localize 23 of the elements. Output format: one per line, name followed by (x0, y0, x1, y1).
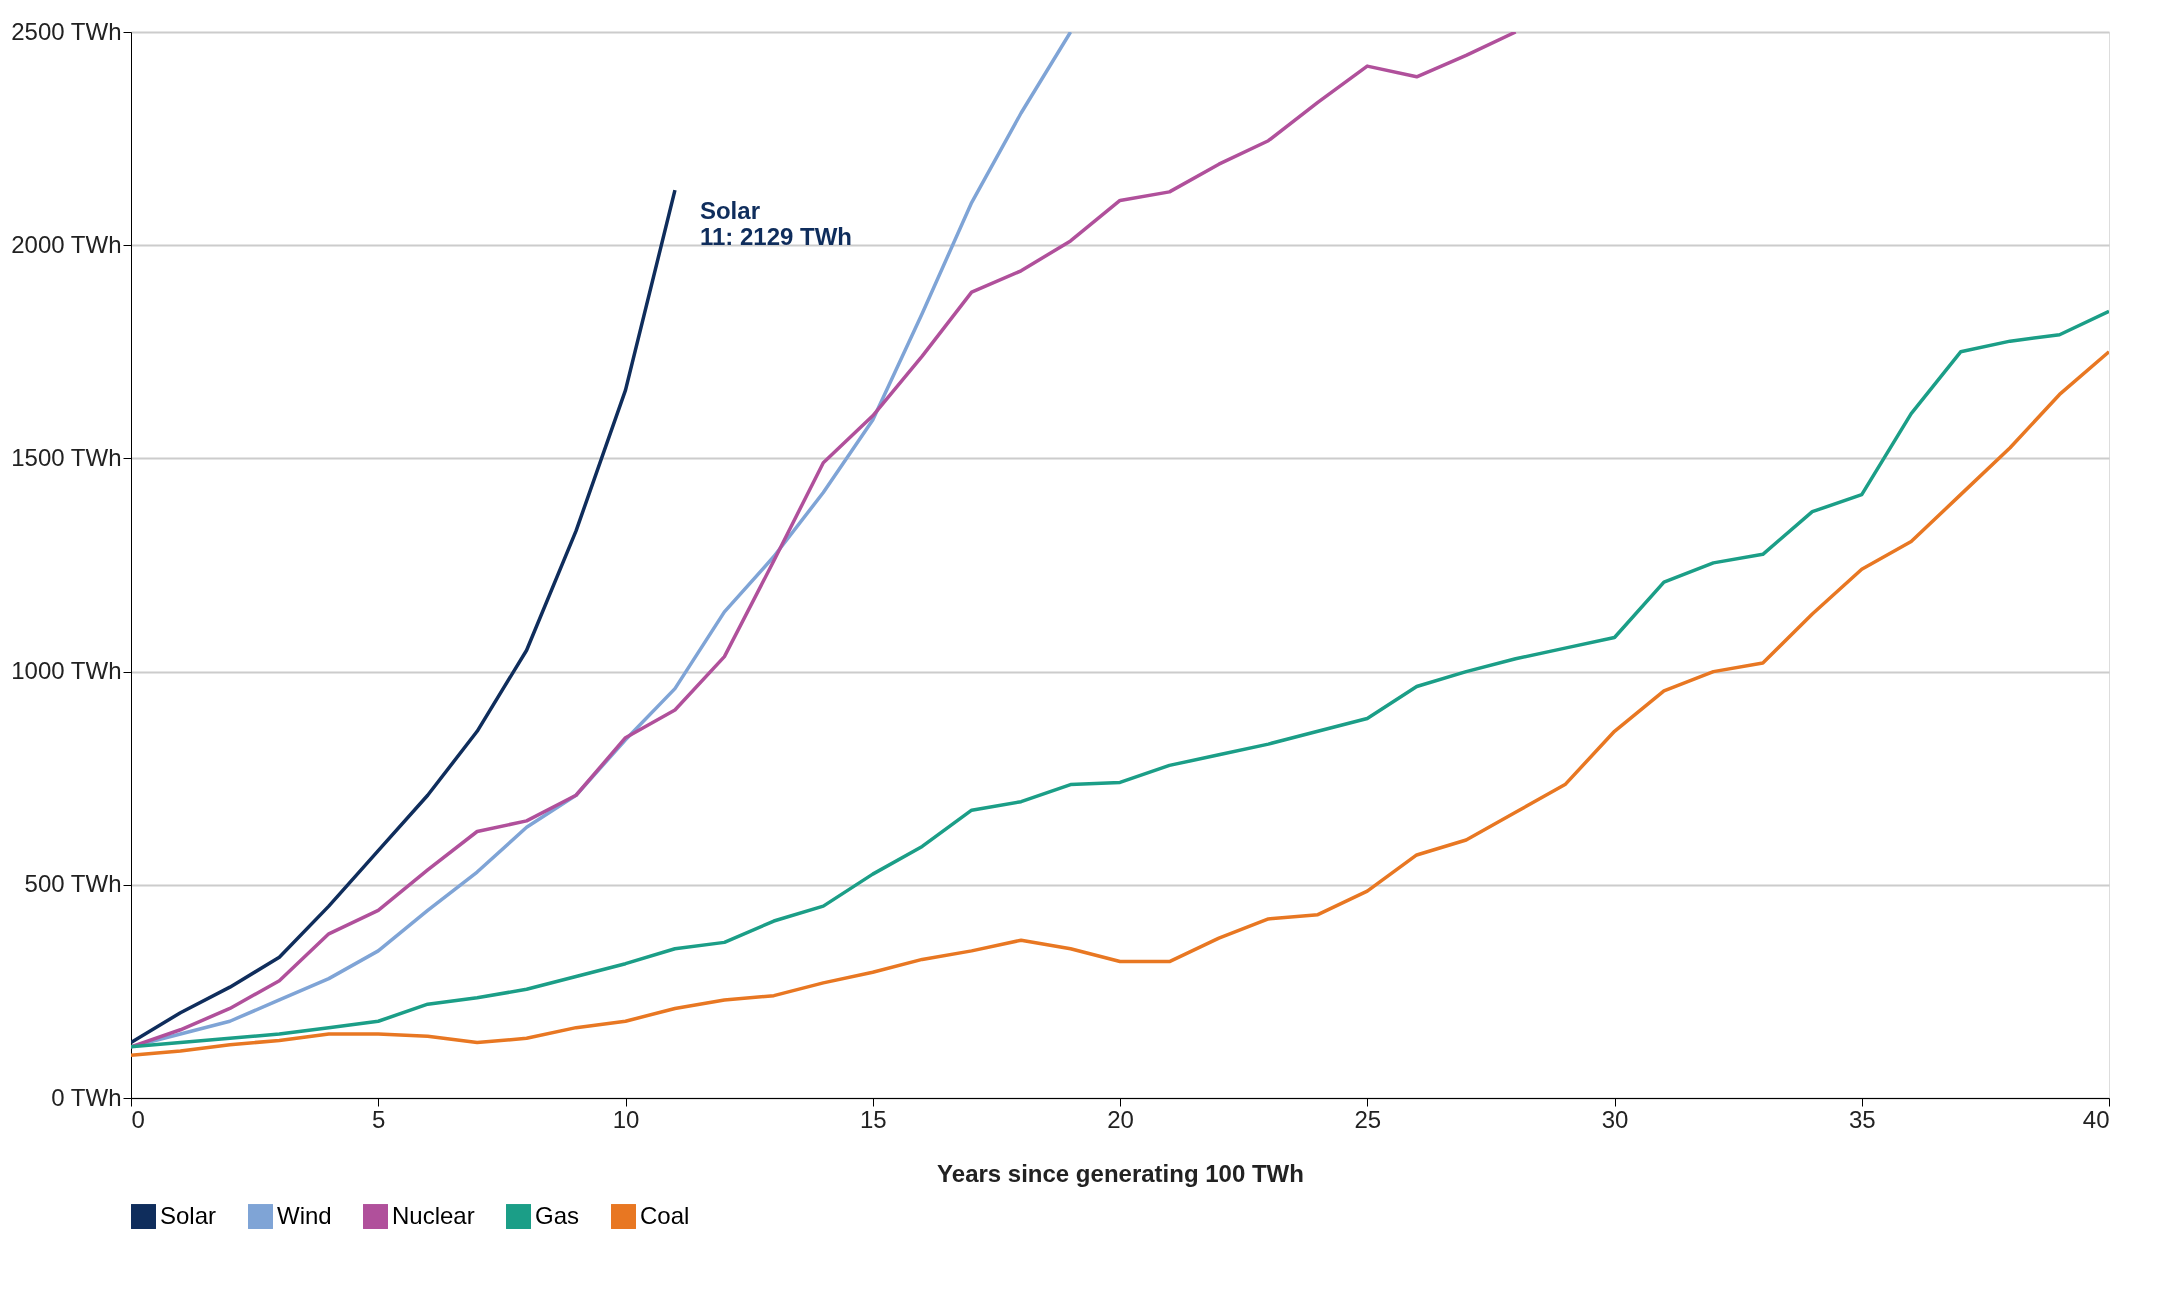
x-tick-label: 5 (372, 1105, 386, 1133)
x-tick-label: 15 (859, 1105, 887, 1133)
legend-label: Gas (535, 1201, 580, 1229)
y-tick-label: 500 TWh (24, 870, 122, 898)
legend-label: Nuclear (392, 1201, 475, 1229)
x-tick-label: 40 (2082, 1105, 2110, 1133)
x-tick-label: 30 (1601, 1105, 1629, 1133)
x-tick-label: 25 (1354, 1105, 1382, 1133)
y-tick-label: 2500 TWh (11, 17, 122, 45)
annotation: Solar 11: 2129 TWh (699, 197, 853, 251)
y-tick-label: 0 TWh (51, 1083, 122, 1111)
legend-label: Solar (160, 1201, 217, 1229)
legend-label: Wind (277, 1201, 332, 1229)
x-tick-label: 0 (131, 1105, 145, 1133)
y-tick-label: 1500 TWh (11, 443, 122, 471)
x-tick-label: 20 (1107, 1105, 1134, 1133)
x-tick-label: 10 (612, 1105, 640, 1133)
x-tick-label: 35 (1848, 1105, 1876, 1133)
line-series (131, 188, 677, 1045)
legend-label: Coal (640, 1201, 690, 1229)
y-tick-label: 1000 TWh (11, 657, 122, 685)
x-axis-title: Years since generating 100 TWh (937, 1159, 1304, 1187)
y-tick-label: 2000 TWh (11, 230, 122, 258)
